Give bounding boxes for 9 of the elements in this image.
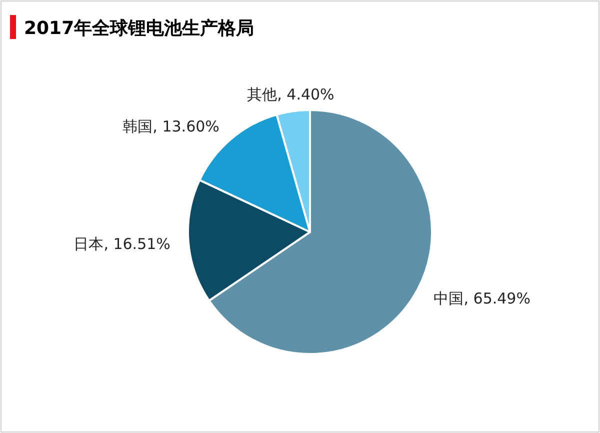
slice-label: 其他 xyxy=(247,85,278,104)
data-label: , 4.40% xyxy=(277,85,334,104)
chart-title: 2017年全球锂电池生产格局 xyxy=(24,18,254,39)
data-label: , 16.51% xyxy=(104,235,170,254)
slice-label: 韩国 xyxy=(122,117,153,136)
data-label: , 13.60% xyxy=(152,117,220,136)
slice-label: 中国 xyxy=(434,289,464,308)
slice-label: 日本 xyxy=(74,235,104,254)
data-label: , 65.49% xyxy=(464,289,530,308)
